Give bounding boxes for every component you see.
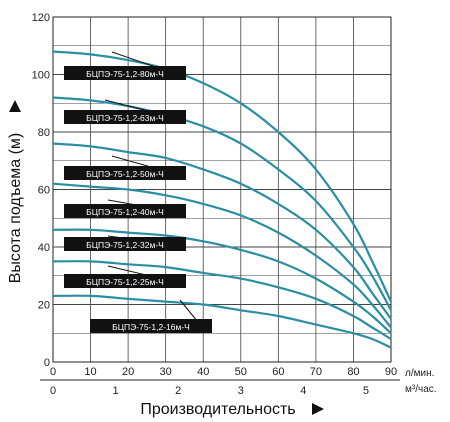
series-curve [52, 50, 392, 303]
x-tick-label-m3h: 3 [238, 385, 244, 397]
y-tick-label: 120 [32, 12, 50, 24]
x-tick-label-m3h: 4 [300, 385, 306, 397]
y-tick-label: 60 [38, 185, 50, 197]
x-axis-title: Производительность [140, 401, 295, 418]
x-axis-arrow-icon [312, 403, 324, 415]
x-tick-label-lpm: 90 [385, 366, 397, 378]
x-tick-label-lpm: 0 [50, 366, 56, 378]
x-unit-bottom: м³/час. [405, 384, 437, 395]
plot-frame [52, 16, 392, 363]
y-tick-label: 100 [32, 70, 50, 82]
series-curve [52, 294, 392, 349]
curves [52, 50, 392, 349]
x-tick-label-lpm: 70 [310, 366, 322, 378]
x-tick-label-lpm: 20 [122, 366, 134, 378]
y-axis-title: Высота подъема (м) [7, 133, 24, 283]
series-label-box [64, 237, 186, 251]
x-tick-label-m3h: 2 [175, 385, 181, 397]
x-tick-label-lpm: 40 [197, 366, 209, 378]
x-tick-label-m3h: 5 [363, 385, 369, 397]
series-curve [52, 228, 392, 335]
series-label: БЦПЭ-75-1,2-63м-Ч [86, 113, 164, 123]
x-tick-label-lpm: 10 [84, 366, 96, 378]
y-tick-label: 20 [38, 300, 50, 312]
series-label-box [64, 110, 186, 124]
series-label-box [90, 319, 212, 333]
series-label: БЦПЭ-75-1,2-40м-Ч [86, 207, 164, 217]
x-unit-top: л/мин. [405, 368, 434, 379]
series-label-box [64, 274, 186, 288]
x-tick-label-lpm: 30 [160, 366, 172, 378]
series-label: БЦПЭ-75-1,2-32м-Ч [86, 240, 164, 250]
x-tick-label-m3h: 0 [50, 385, 56, 397]
series-curve [52, 260, 392, 340]
series-curve [52, 182, 392, 329]
axis-ticks: 0 20 40 60 80 100 120 0 10 20 30 40 50 60 70 80 90 0 1 2 3 4 5 [32, 12, 397, 397]
y-tick-label: 80 [38, 127, 50, 139]
x-tick-label-m3h: 1 [113, 385, 119, 397]
series-label: БЦПЭ-75-1,2-25м-Ч [86, 277, 164, 287]
y-tick-label: 0 [44, 357, 50, 369]
x-tick-label-lpm: 80 [347, 366, 359, 378]
series-label: БЦПЭ-75-1,2-16м-Ч [112, 322, 190, 332]
series-label-box [64, 204, 186, 218]
series-labels: БЦПЭ-75-1,2-80м-Ч БЦПЭ-75-1,2-63м-Ч БЦПЭ-7… [64, 51, 212, 333]
series-curve [52, 96, 392, 311]
series-curve [52, 142, 392, 320]
series-label-box [64, 166, 186, 180]
series-label: БЦПЭ-75-1,2-50м-Ч [86, 169, 164, 179]
y-axis-arrow-icon [9, 100, 21, 112]
series-label: БЦПЭ-75-1,2-80м-Ч [86, 69, 164, 79]
x-tick-label-lpm: 50 [235, 366, 247, 378]
series-label-box [64, 66, 186, 80]
x-tick-label-lpm: 60 [272, 366, 284, 378]
y-tick-label: 40 [38, 242, 50, 254]
